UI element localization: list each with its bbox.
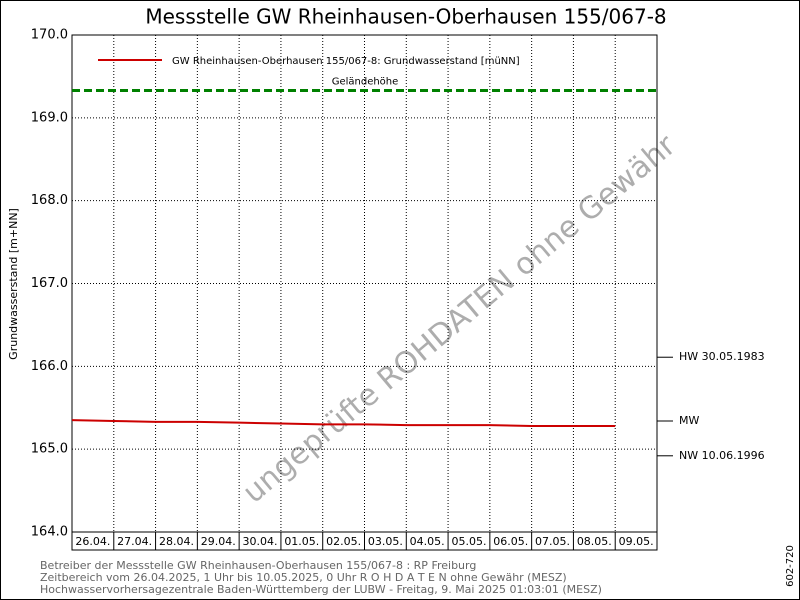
data-line <box>71 419 616 427</box>
side-code: 602-720 <box>785 545 796 587</box>
x-tick-label: 02.05. <box>326 535 361 548</box>
y-axis-label: Grundwasserstand [m+NN] <box>7 208 20 360</box>
x-tick-label: 30.04. <box>243 535 278 548</box>
footer-line: Zeitbereich vom 26.04.2025, 1 Uhr bis 10… <box>40 571 567 584</box>
x-tick-label: 27.04. <box>117 535 152 548</box>
x-tick-label: 26.04. <box>75 535 110 548</box>
legend-label: GW Rheinhausen-Oberhausen 155/067-8: Gru… <box>172 56 520 67</box>
x-tick-label: 01.05. <box>284 535 319 548</box>
footer-line: Hochwasservorhersagezentrale Baden-Württ… <box>40 583 602 596</box>
marker-label: MW <box>679 414 699 427</box>
y-tick-label: 165.0 <box>31 442 68 457</box>
marker-label: NW 10.06.1996 <box>679 449 765 462</box>
x-tick-label: 03.05. <box>368 535 403 548</box>
marker-label: HW 30.05.1983 <box>679 350 765 363</box>
y-tick-label: 168.0 <box>31 193 68 208</box>
y-tick-label: 167.0 <box>31 276 68 291</box>
x-tick-label: 29.04. <box>201 535 236 548</box>
x-tick-label: 05.05. <box>451 535 486 548</box>
footer-line: Betreiber der Messstelle GW Rheinhausen-… <box>40 559 476 572</box>
chart-title: Messstelle GW Rheinhausen-Oberhausen 155… <box>145 5 666 29</box>
x-tick-label: 06.05. <box>493 535 528 548</box>
y-tick-label: 169.0 <box>31 110 68 125</box>
x-tick-label: 07.05. <box>535 535 570 548</box>
y-tick-label: 170.0 <box>31 28 68 43</box>
x-axis-band <box>71 531 658 551</box>
y-tick-label: 166.0 <box>31 359 68 374</box>
reference-label: Geländehöhe <box>332 76 399 87</box>
x-tick-label: 08.05. <box>577 535 612 548</box>
x-tick-label: 09.05. <box>619 535 654 548</box>
x-tick-label: 28.04. <box>159 535 194 548</box>
x-tick-label: 04.05. <box>410 535 445 548</box>
y-tick-label: 164.0 <box>31 525 68 540</box>
